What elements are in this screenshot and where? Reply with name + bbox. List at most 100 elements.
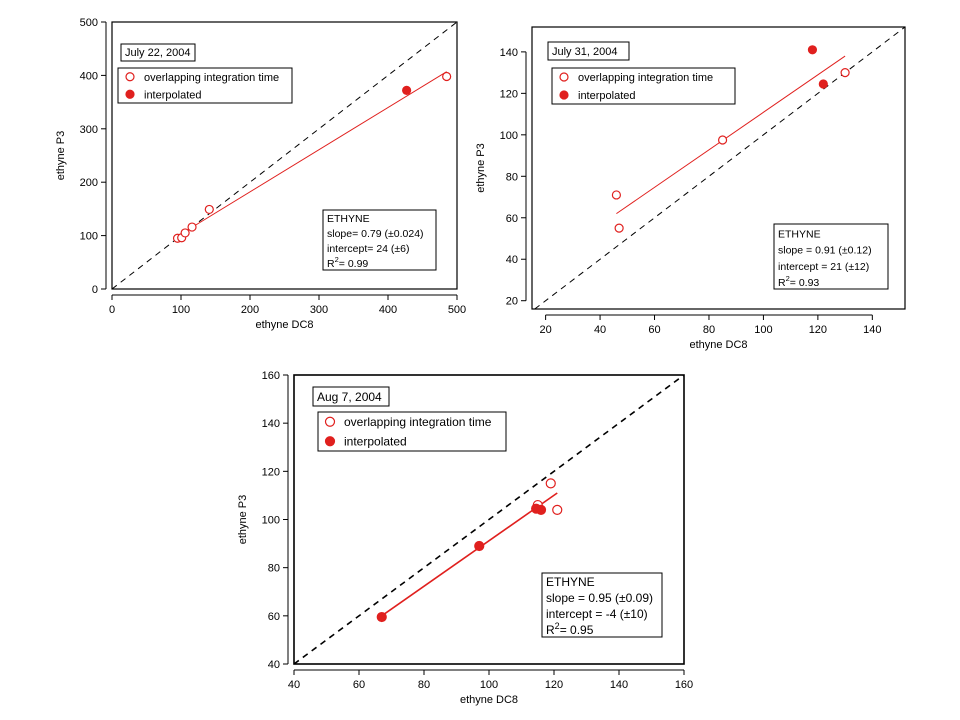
y-tick-label: 200 [80, 177, 98, 189]
x-tick-label: 500 [448, 304, 466, 316]
y-axis-label: ethyne P3 [237, 495, 249, 545]
legend-marker-overlapping [324, 416, 336, 427]
one-to-one-line [111, 21, 458, 290]
stats-intercept: intercept= 24 (±6) [327, 243, 410, 255]
legend-marker-interpolated [559, 90, 569, 100]
legend-marker-overlapping [559, 72, 569, 82]
stats-intercept: intercept = 21 (±12) [778, 261, 869, 273]
legend-entry: interpolated [578, 90, 636, 102]
stats-title: ETHYNE [546, 575, 595, 589]
x-tick-label: 100 [480, 679, 498, 691]
x-tick-label: 40 [594, 324, 606, 336]
x-axis-label: ethyne DC8 [255, 319, 313, 331]
date-label: July 31, 2004 [552, 46, 617, 58]
stats-box [773, 223, 889, 290]
stats-title: ETHYNE [327, 213, 370, 225]
x-tick-label: 20 [539, 324, 551, 336]
date-box [120, 43, 196, 62]
x-tick-label: 120 [809, 324, 827, 336]
y-tick-label: 100 [262, 515, 280, 527]
date-box [312, 386, 390, 407]
legend-entry: overlapping integration time [344, 415, 492, 429]
x-axis-label: ethyne DC8 [460, 694, 518, 706]
y-tick-label: 120 [262, 466, 280, 478]
legend-marker-overlapping [125, 72, 135, 82]
overlapping-point [545, 478, 556, 489]
y-tick-label: 80 [506, 171, 518, 183]
overlapping-point [180, 228, 190, 238]
interpolated-point [376, 611, 387, 623]
y-tick-label: 0 [92, 284, 98, 296]
x-tick-label: 140 [610, 679, 628, 691]
stats-title: ETHYNE [778, 228, 821, 240]
overlapping-point [442, 71, 452, 82]
one-to-one-line [293, 374, 685, 665]
legend-marker-interpolated [125, 89, 135, 99]
y-tick-label: 400 [80, 70, 98, 82]
x-tick-label: 40 [288, 679, 300, 691]
overlapping-point [614, 223, 624, 233]
legend-box [551, 67, 736, 105]
x-tick-label: 400 [379, 304, 397, 316]
y-tick-label: 40 [268, 659, 280, 671]
y-tick-label: 20 [506, 296, 518, 308]
x-tick-label: 80 [418, 679, 430, 691]
legend-entry: interpolated [144, 89, 202, 101]
stats-r2: R2= 0.93 [778, 274, 819, 289]
y-tick-label: 300 [80, 124, 98, 136]
x-axis-label: ethyne DC8 [689, 339, 747, 351]
stats-r2: R2= 0.99 [327, 255, 368, 270]
date-box [547, 41, 630, 61]
y-tick-label: 100 [80, 231, 98, 243]
x-tick-label: 80 [703, 324, 715, 336]
y-tick-label: 140 [262, 418, 280, 430]
x-tick-label: 100 [754, 324, 772, 336]
y-tick-label: 160 [262, 370, 280, 382]
y-axis-label: ethyne P3 [475, 143, 487, 193]
legend-entry: interpolated [344, 434, 407, 448]
interpolated-point [807, 45, 818, 55]
overlapping-point [552, 504, 563, 515]
fit-line [381, 492, 558, 617]
y-tick-label: 80 [268, 563, 280, 575]
y-tick-label: 60 [268, 611, 280, 623]
overlapping-point [717, 135, 728, 145]
x-tick-label: 0 [109, 304, 115, 316]
x-tick-label: 200 [241, 304, 259, 316]
stats-slope: slope= 0.79 (±0.024) [327, 228, 424, 240]
overlapping-point [611, 190, 622, 200]
date-label: July 22, 2004 [125, 47, 190, 59]
stats-r2: R2= 0.95 [546, 621, 594, 637]
overlapping-point [204, 204, 214, 215]
stats-slope: slope = 0.91 (±0.12) [778, 245, 872, 257]
chart-panel-2: 20 40 60 80 100 120 140 20 40 60 80 100 120 140 ethyne… [475, 26, 906, 351]
x-tick-label: 60 [353, 679, 365, 691]
fit-line [177, 71, 447, 237]
overlapping-point [187, 222, 197, 232]
plot-frame [111, 21, 458, 290]
y-tick-label: 140 [500, 47, 518, 59]
y-axis-label: ethyne P3 [55, 131, 67, 181]
chart-panel-3: 40 60 80 100 120 140 160 40 60 80 100 120 140 160 ethy… [237, 370, 693, 706]
date-label: Aug 7, 2004 [317, 390, 382, 404]
legend-marker-interpolated [324, 436, 336, 447]
x-tick-label: 100 [172, 304, 190, 316]
plot-frame [531, 26, 906, 310]
interpolated-point [402, 85, 412, 95]
overlapping-point [840, 68, 850, 78]
x-tick-label: 120 [545, 679, 563, 691]
legend-box [117, 67, 293, 104]
y-tick-label: 100 [500, 130, 518, 142]
y-tick-label: 40 [506, 254, 518, 266]
y-tick-label: 120 [500, 88, 518, 100]
legend-entry: overlapping integration time [144, 72, 279, 84]
interpolated-point [474, 540, 485, 552]
chart-panel-1: 0 100 200 300 400 500 0 100 200 300 400 500 ethyne D… [55, 17, 466, 331]
x-tick-label: 300 [310, 304, 328, 316]
fit-line [616, 55, 846, 215]
legend-box [317, 411, 507, 452]
plot-frame [293, 374, 685, 665]
stats-box [541, 572, 663, 638]
y-tick-label: 500 [80, 17, 98, 29]
